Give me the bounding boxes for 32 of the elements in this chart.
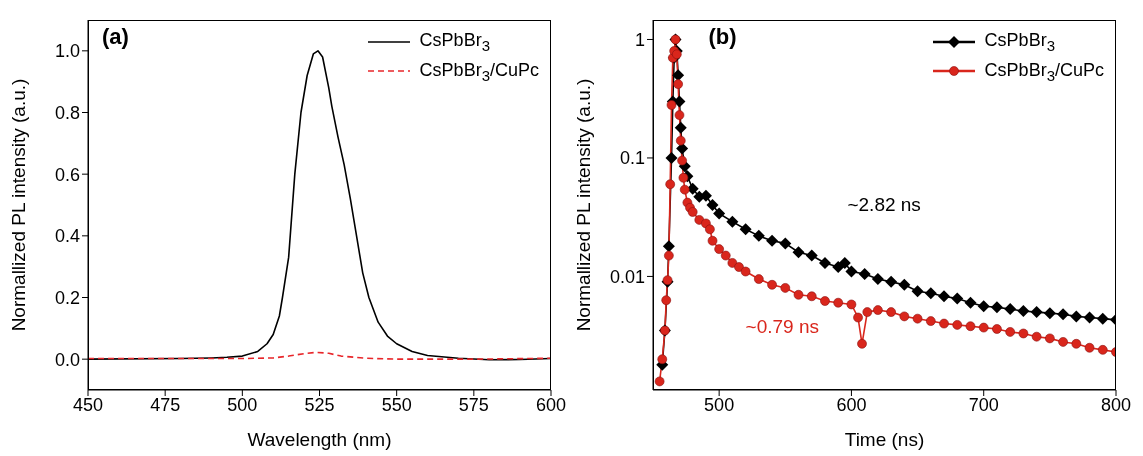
annotation: (a) <box>101 23 129 50</box>
x-tick-label: 475 <box>150 394 181 415</box>
x-tick-label: 575 <box>458 394 489 415</box>
x-tick-label: 450 <box>72 394 104 415</box>
y-tick-label: 0.2 <box>54 287 80 308</box>
y-tick-label: 1.0 <box>54 41 80 62</box>
y-axis-title: Normallized PL intensity (a.u.) <box>572 78 594 332</box>
legend-label: CsPbBr$_{3}$ <box>419 30 490 54</box>
annotation: (b) <box>708 23 737 50</box>
legend-label: CsPbBr$_{3}$/CuPc <box>984 59 1104 84</box>
y-tick-label: 0.8 <box>54 102 80 123</box>
y-tick-label: 0.6 <box>54 164 80 185</box>
x-axis-title: Time (ns) <box>844 429 925 450</box>
legend-label: CsPbBr$_{3}$/CuPc <box>419 59 539 84</box>
x-tick-label: 700 <box>968 394 999 415</box>
x-axis-title: Wavelength (nm) <box>247 429 392 450</box>
annotation: ~2.82 ns <box>847 193 921 216</box>
y-tick-label: 0.4 <box>54 226 80 247</box>
y-tick-label: 0.0 <box>54 349 80 370</box>
y-tick-label: 0.01 <box>609 266 645 287</box>
x-tick-label: 525 <box>304 394 335 415</box>
x-tick-label: 800 <box>1100 394 1132 415</box>
x-tick-label: 500 <box>704 394 735 415</box>
legend-label: CsPbBr$_{3}$ <box>984 30 1055 54</box>
x-tick-label: 600 <box>535 394 567 415</box>
x-tick-label: 550 <box>381 394 412 415</box>
x-tick-label: 500 <box>227 394 258 415</box>
annotation: ~0.79 ns <box>745 316 820 338</box>
y-tick-label: 1 <box>634 29 645 50</box>
y-tick-label: 0.1 <box>619 148 645 169</box>
y-axis-title: Normallized PL intensity (a.u.) <box>7 78 29 332</box>
x-tick-label: 600 <box>836 394 867 415</box>
